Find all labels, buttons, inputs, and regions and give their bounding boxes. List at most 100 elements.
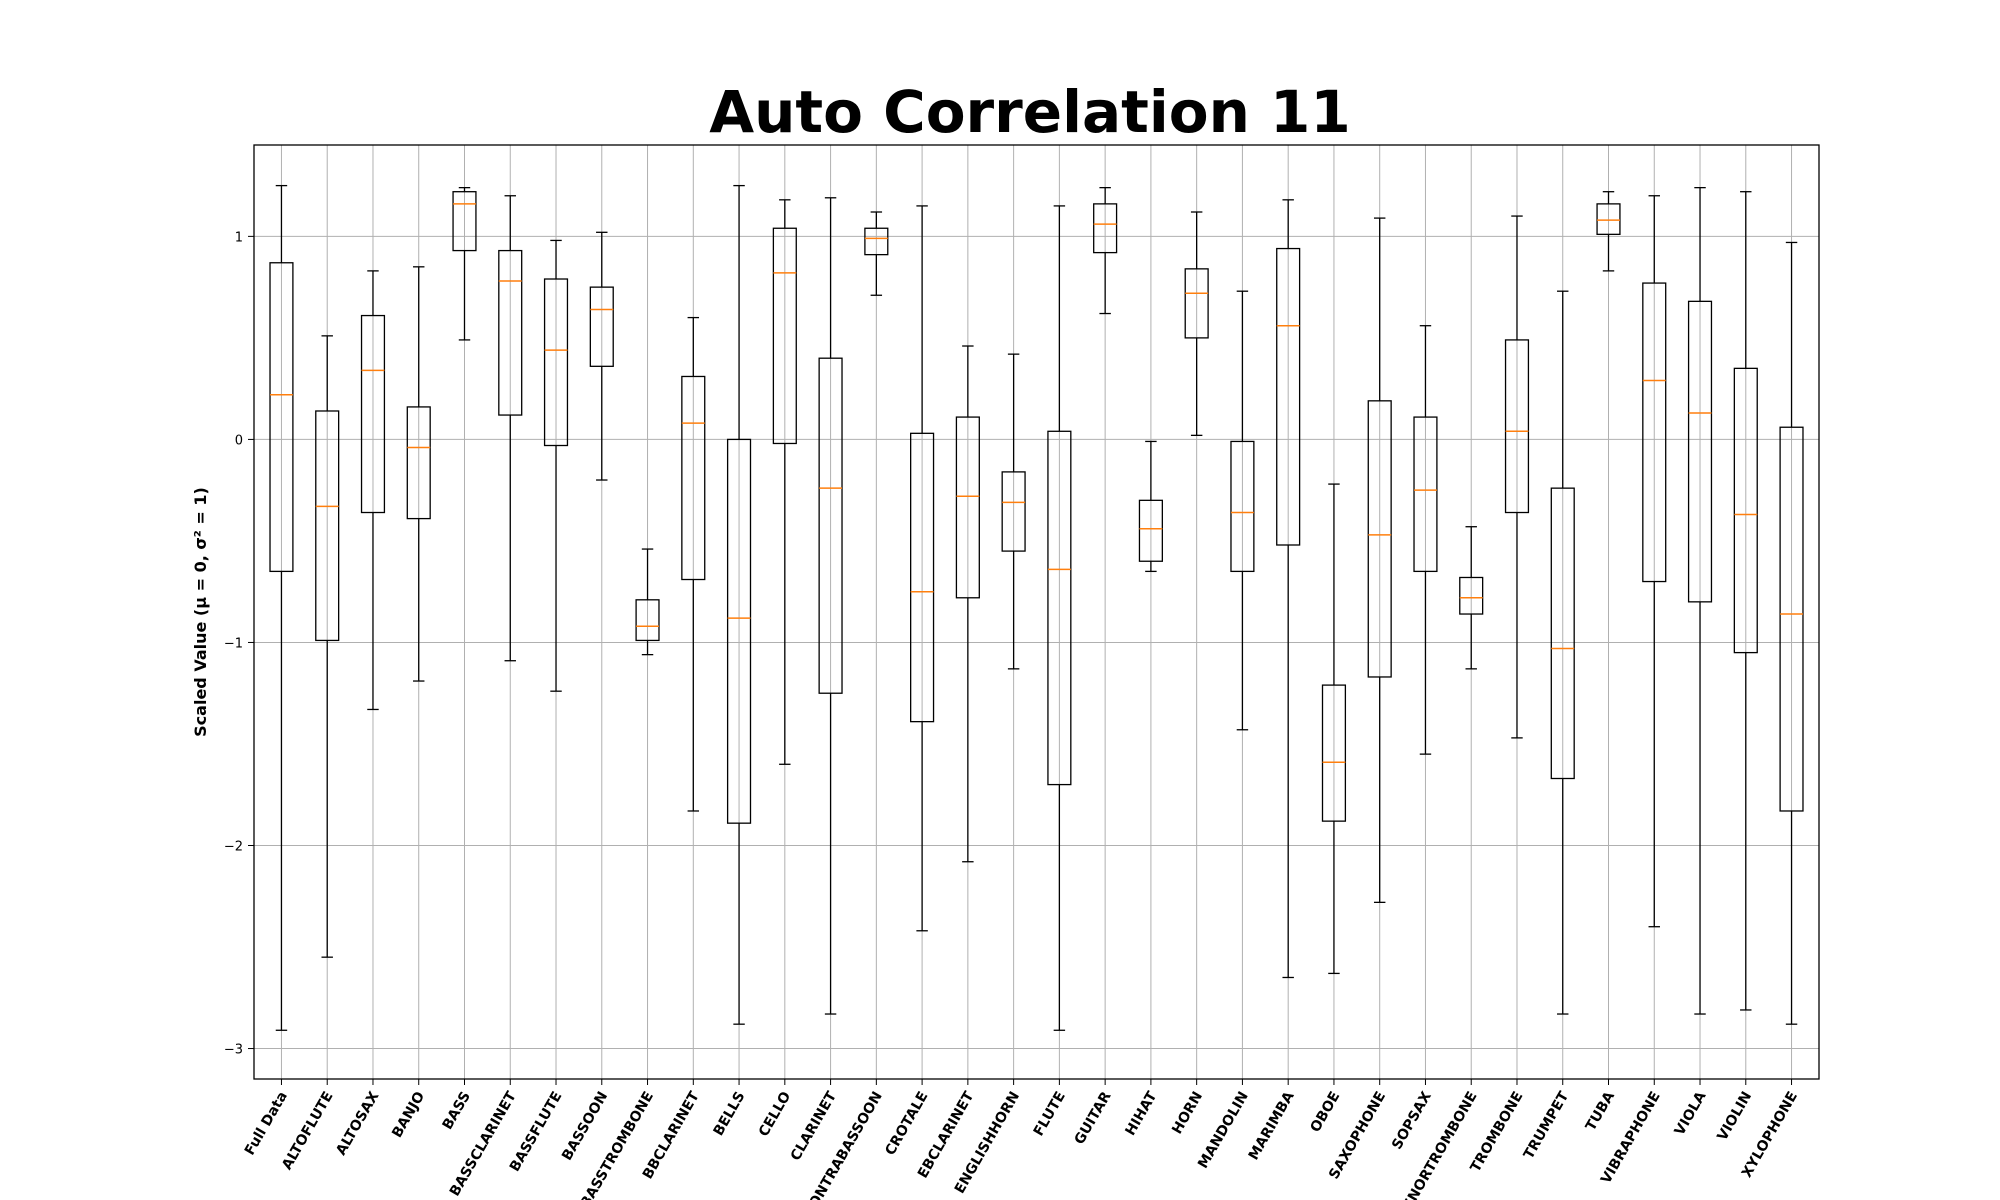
x-tick-label: MARIMBA <box>1246 1089 1298 1163</box>
iqr-box <box>498 249 523 416</box>
y-tick-label: −1 <box>224 636 243 651</box>
iqr-box <box>360 314 386 514</box>
y-tick-label: 1 <box>235 230 243 245</box>
box-oboe <box>1321 483 1347 975</box>
box-clarinet <box>818 197 843 1015</box>
x-tick-label: CONTRABASSOON <box>801 1089 886 1200</box>
box-basstrombone <box>635 548 660 656</box>
iqr-box <box>1184 268 1209 339</box>
box-tuba <box>1596 191 1621 272</box>
x-tick-label: TENORTROMBONE <box>1395 1089 1480 1200</box>
x-tick-label: BASSOON <box>559 1089 611 1163</box>
iqr-box <box>681 375 706 581</box>
box-altoflute <box>315 335 340 958</box>
x-tick-label: FLUTE <box>1031 1089 1069 1139</box>
iqr-box <box>1642 282 1667 583</box>
iqr-box <box>955 416 980 599</box>
box-trombone <box>1504 215 1530 739</box>
box-flute <box>1047 205 1072 1031</box>
iqr-box <box>452 191 477 252</box>
box-sopsax <box>1413 325 1438 755</box>
box-saxophone <box>1367 217 1392 904</box>
box-hihat <box>1138 440 1163 573</box>
iqr-box <box>1596 203 1621 235</box>
x-tick-label: BANJO <box>389 1089 428 1141</box>
iqr-box <box>1779 426 1804 812</box>
box-bassflute <box>543 239 569 692</box>
x-tick-label: VIOLIN <box>1714 1089 1755 1144</box>
box-bbclarinet <box>681 316 706 812</box>
iqr-box <box>635 599 660 642</box>
x-tick-label: VIOLA <box>1672 1089 1710 1138</box>
iqr-box <box>1504 339 1530 514</box>
iqr-box <box>818 357 843 694</box>
chart-title: Auto Correlation 11 <box>709 78 1351 146</box>
box-bassclarinet <box>498 195 523 662</box>
box-banjo <box>406 266 431 682</box>
iqr-box <box>269 262 294 573</box>
box-xylophone <box>1779 241 1804 1025</box>
iqr-box <box>543 278 569 447</box>
box-englishhorn <box>1001 353 1026 670</box>
box-contrabassoon <box>864 211 889 296</box>
x-tick-label: HIHAT <box>1123 1089 1161 1139</box>
box-bass <box>452 186 477 341</box>
box-marimba <box>1276 199 1301 979</box>
box-tenortrombone <box>1459 526 1484 670</box>
box-vibraphone <box>1642 195 1667 928</box>
iqr-box <box>910 432 935 723</box>
iqr-box <box>1550 487 1575 780</box>
box-cello <box>772 199 797 765</box>
box-layer <box>269 184 1804 1031</box>
iqr-box <box>1321 684 1347 822</box>
y-tick-label: −2 <box>224 840 243 855</box>
iqr-box <box>1687 300 1713 603</box>
box-violin <box>1733 191 1758 1011</box>
x-tick-label: CELLO <box>756 1089 794 1140</box>
x-tick-label: CLARINET <box>788 1089 841 1164</box>
x-tick-label: HORN <box>1169 1089 1206 1137</box>
x-tick-label: TRUMPET <box>1521 1089 1573 1162</box>
y-tick-label: −3 <box>224 1043 243 1058</box>
iqr-box <box>1733 367 1758 654</box>
iqr-box <box>1138 499 1163 562</box>
box-trumpet <box>1550 290 1575 1015</box>
x-tick-label: MANDOLIN <box>1195 1089 1252 1171</box>
y-tick-label: 0 <box>235 433 243 448</box>
box-altosax <box>360 270 386 711</box>
x-tick-label: GUITAR <box>1072 1089 1115 1148</box>
grid-layer <box>254 145 1819 1079</box>
iqr-box <box>864 227 889 256</box>
x-tick-label: BELLS <box>711 1089 749 1139</box>
iqr-box <box>772 227 797 445</box>
iqr-box <box>1001 471 1026 552</box>
box-crotale <box>910 205 935 932</box>
box-bassoon <box>589 231 614 481</box>
x-tick-label: TUBA <box>1583 1089 1618 1134</box>
iqr-box <box>1367 400 1392 678</box>
y-axis-label: Scaled Value (μ = 0, σ² = 1) <box>191 487 210 737</box>
iqr-box <box>1276 247 1301 546</box>
iqr-box <box>1413 416 1438 573</box>
x-tick-label: SOPSAX <box>1389 1089 1435 1153</box>
iqr-box <box>406 406 431 520</box>
box-bells <box>726 184 752 1025</box>
iqr-box <box>1093 203 1118 254</box>
iqr-box <box>1459 576 1484 615</box>
x-tick-label: CROTALE <box>882 1089 931 1158</box>
box-full-data <box>269 184 294 1031</box>
iqr-box <box>726 438 752 824</box>
iqr-box <box>589 286 614 367</box>
x-tick-label: Full Data <box>242 1089 291 1158</box>
box-viola <box>1687 186 1713 1015</box>
iqr-box <box>315 410 340 642</box>
iqr-box <box>1230 440 1255 573</box>
x-tick-label: BASS <box>440 1089 474 1133</box>
x-tick-label: OBOE <box>1308 1089 1344 1135</box>
x-tick-label: ALTOSAX <box>333 1089 382 1158</box>
iqr-box <box>1047 430 1072 786</box>
box-mandolin <box>1230 290 1255 731</box>
plot-frame <box>253 144 1820 1080</box>
